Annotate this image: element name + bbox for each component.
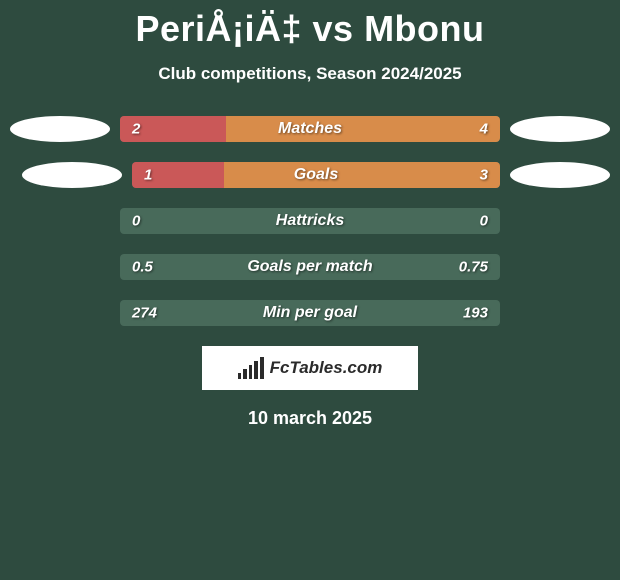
right-team-badge xyxy=(510,116,610,142)
bar-label: Min per goal xyxy=(263,304,357,322)
date-text: 10 march 2025 xyxy=(0,408,620,429)
left-value: 0.5 xyxy=(132,259,153,276)
bar-chart-icon xyxy=(238,357,264,379)
fctables-logo[interactable]: FcTables.com xyxy=(202,346,418,390)
left-value: 2 xyxy=(132,121,140,138)
subtitle: Club competitions, Season 2024/2025 xyxy=(0,64,620,84)
stats-container: PeriÅ¡iÄ‡ vs Mbonu Club competitions, Se… xyxy=(0,0,620,580)
left-value: 0 xyxy=(132,213,140,230)
page-title: PeriÅ¡iÄ‡ vs Mbonu xyxy=(0,0,620,50)
bar-right-fill xyxy=(224,162,500,188)
right-value: 0 xyxy=(480,213,488,230)
stats-area: 2 Matches 4 1 Goals 3 xyxy=(0,116,620,326)
right-value: 3 xyxy=(480,167,488,184)
bar-wrapper: 2 Matches 4 xyxy=(120,116,500,142)
bar-right-fill xyxy=(226,116,500,142)
bar-wrapper: 0.5 Goals per match 0.75 xyxy=(120,254,500,280)
stat-row-hattricks: 0 Hattricks 0 xyxy=(10,208,610,234)
bar-label: Matches xyxy=(278,120,342,138)
left-team-badge xyxy=(10,116,110,142)
bar-label: Goals per match xyxy=(247,258,372,276)
right-value: 0.75 xyxy=(459,259,488,276)
stat-row-matches: 2 Matches 4 xyxy=(10,116,610,142)
bar-label: Goals xyxy=(294,166,338,184)
bar-wrapper: 274 Min per goal 193 xyxy=(120,300,500,326)
logo-text: FcTables.com xyxy=(270,358,383,378)
right-value: 193 xyxy=(463,305,488,322)
bar-wrapper: 0 Hattricks 0 xyxy=(120,208,500,234)
bar-label: Hattricks xyxy=(276,212,344,230)
left-team-badge xyxy=(22,162,122,188)
bar-wrapper: 1 Goals 3 xyxy=(132,162,500,188)
stat-row-mpg: 274 Min per goal 193 xyxy=(10,300,610,326)
stat-row-goals: 1 Goals 3 xyxy=(10,162,610,188)
stat-row-gpm: 0.5 Goals per match 0.75 xyxy=(10,254,610,280)
left-value: 274 xyxy=(132,305,157,322)
right-team-badge xyxy=(510,162,610,188)
left-value: 1 xyxy=(144,167,152,184)
right-value: 4 xyxy=(480,121,488,138)
